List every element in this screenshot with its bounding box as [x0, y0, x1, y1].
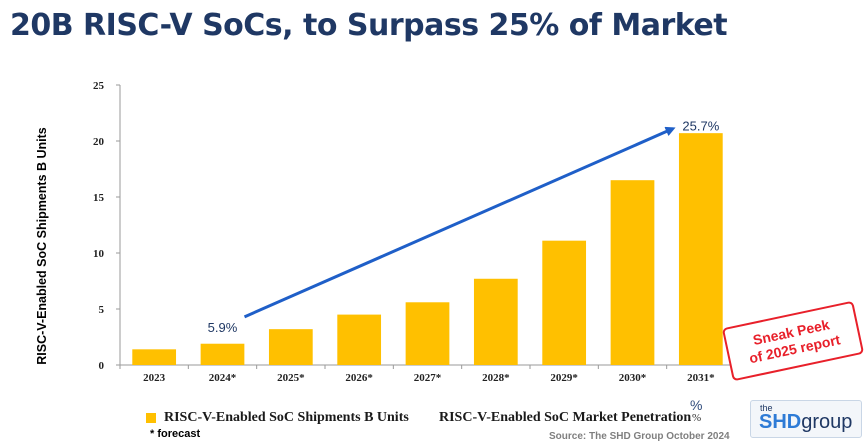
legend-label-penetration: RISC-V-Enabled SoC Market Penetration: [439, 410, 692, 425]
y-tick-label: 25: [93, 80, 105, 92]
x-tick-label: 2028*: [482, 372, 510, 384]
bar-2031: [678, 133, 723, 365]
penetration-label-2031: 25.7%: [682, 118, 719, 133]
legend-label-shipments: RISC-V-Enabled SoC Shipments B Units: [164, 410, 409, 425]
legend-shipments: RISC-V-Enabled SoC Shipments B Units: [146, 408, 409, 428]
y-tick-label: 10: [93, 248, 105, 260]
logo-wordmark: SHDgroup: [759, 411, 852, 434]
penetration-label-2024: 5.9%: [208, 320, 238, 335]
x-tick-label: 2023: [143, 372, 166, 384]
x-tick-label: 2029*: [550, 372, 578, 384]
chart-title: 20B RISC-V SoCs, to Surpass 25% of Marke…: [10, 8, 728, 43]
plot-area: 0 5 10 15 20 25 2023 2024* 2025* 2026* 2027* 2028* 2…: [93, 80, 736, 384]
bar-2026: [337, 314, 382, 365]
logo-group: group: [801, 411, 853, 433]
y-tick-label: 5: [99, 304, 105, 316]
legend-penetration: RISC-V-Enabled SoC Market Penetration: [439, 408, 691, 428]
bar-2027: [405, 302, 450, 365]
y-tick-label: 20: [93, 136, 105, 148]
logo-the: the: [760, 403, 773, 413]
forecast-footnote: * forecast: [150, 428, 201, 440]
x-tick-label: 2026*: [345, 372, 373, 384]
bar-2023: [132, 349, 177, 365]
shd-group-logo: the SHDgroup: [750, 400, 862, 438]
logo-shd: SHD: [759, 411, 802, 433]
x-tick-label: 2025*: [277, 372, 305, 384]
bar-2028: [473, 278, 518, 365]
x-tick-label: 2030*: [619, 372, 647, 384]
y-tick-label: 0: [99, 360, 105, 372]
y-axis-label: RISC-V-Enabled SoC Shipments B Units: [35, 127, 49, 365]
source-note: Source: The SHD Group October 2024: [549, 431, 730, 442]
legend-percent-symbol: %: [690, 397, 703, 413]
bar-2025: [268, 329, 313, 365]
legend-swatch-shipments: [146, 413, 156, 423]
bar-2029: [542, 240, 587, 365]
y-tick-label: 15: [93, 192, 105, 204]
x-tick-label: 2024*: [209, 372, 237, 384]
penetration-arrow: [243, 126, 676, 319]
x-tick-label: 2031*: [687, 372, 715, 384]
legend-percent-symbol-small: %: [692, 412, 702, 424]
bar-2024: [200, 343, 245, 365]
x-tick-label: 2027*: [414, 372, 442, 384]
bar-2030: [610, 180, 655, 365]
